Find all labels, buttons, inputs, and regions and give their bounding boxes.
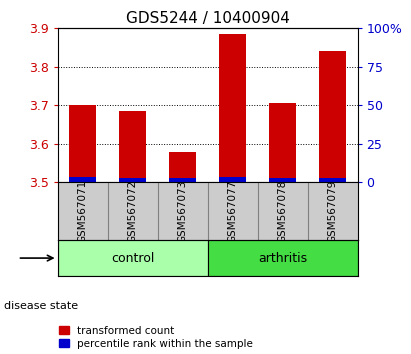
Bar — [69, 177, 96, 182]
Text: control: control — [111, 252, 154, 264]
Text: GSM567072: GSM567072 — [127, 179, 138, 243]
Bar — [269, 103, 296, 182]
Bar — [69, 105, 96, 182]
Bar — [169, 152, 196, 182]
Bar — [208, 240, 358, 276]
Text: GSM567078: GSM567078 — [277, 179, 288, 243]
Bar — [58, 240, 208, 276]
Title: GDS5244 / 10400904: GDS5244 / 10400904 — [126, 11, 289, 26]
Text: GSM567079: GSM567079 — [328, 179, 337, 243]
Text: arthritis: arthritis — [258, 252, 307, 264]
Text: GSM567073: GSM567073 — [178, 179, 187, 243]
Bar — [219, 177, 246, 182]
Bar — [169, 178, 196, 182]
Legend: transformed count, percentile rank within the sample: transformed count, percentile rank withi… — [59, 326, 253, 349]
Text: GSM567077: GSM567077 — [228, 179, 238, 243]
Bar — [269, 178, 296, 182]
Bar — [319, 51, 346, 182]
Bar — [119, 111, 146, 182]
Bar — [219, 34, 246, 182]
Text: GSM567071: GSM567071 — [78, 179, 88, 243]
Bar — [319, 178, 346, 182]
Bar — [119, 178, 146, 182]
Text: disease state: disease state — [4, 301, 78, 311]
